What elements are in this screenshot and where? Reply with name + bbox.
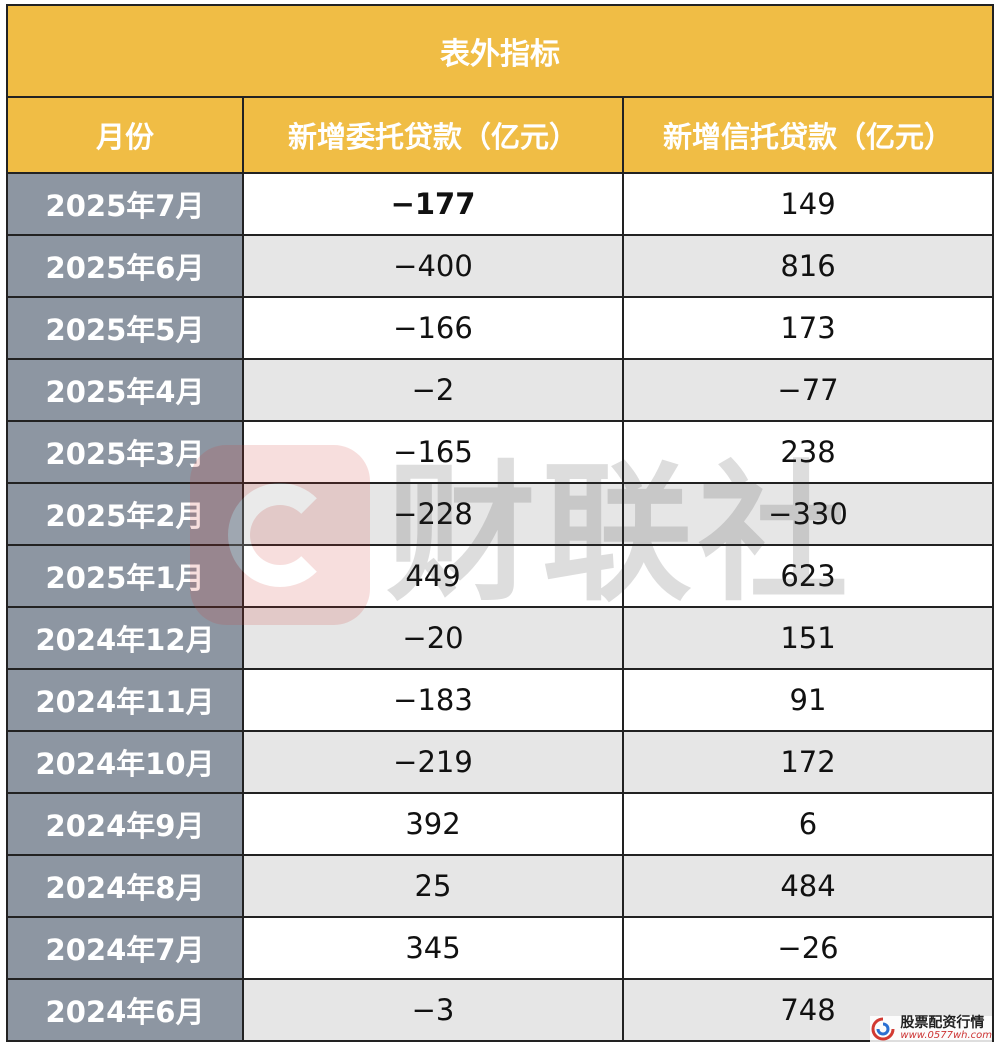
cell-month: 2024年12月 (8, 608, 244, 668)
cell-entrusted-loans: −3 (244, 980, 624, 1040)
table-row: 2025年7月 −177 149 (8, 174, 992, 236)
cell-month: 2024年9月 (8, 794, 244, 854)
cell-trust-loans: 6 (624, 794, 992, 854)
cell-month: 2025年7月 (8, 174, 244, 234)
cell-entrusted-loans: −400 (244, 236, 624, 296)
table-row: 2025年1月 449 623 (8, 546, 992, 608)
cell-trust-loans: −330 (624, 484, 992, 544)
cell-trust-loans: 151 (624, 608, 992, 668)
data-table: 表外指标 月份 新增委托贷款（亿元） 新增信托贷款（亿元） 2025年7月 −17… (6, 4, 994, 1042)
cell-month: 2024年7月 (8, 918, 244, 978)
cell-entrusted-loans: 449 (244, 546, 624, 606)
cell-month: 2024年11月 (8, 670, 244, 730)
cell-month: 2024年8月 (8, 856, 244, 916)
table-row: 2024年12月 −20 151 (8, 608, 992, 670)
cell-month: 2025年4月 (8, 360, 244, 420)
cell-month: 2024年6月 (8, 980, 244, 1040)
cell-trust-loans: 238 (624, 422, 992, 482)
cell-entrusted-loans: −183 (244, 670, 624, 730)
badge-title: 股票配资行情 (900, 1015, 985, 1032)
table-row: 2025年3月 −165 238 (8, 422, 992, 484)
table-row: 2024年8月 25 484 (8, 856, 992, 918)
cell-entrusted-loans: −166 (244, 298, 624, 358)
cell-entrusted-loans: −2 (244, 360, 624, 420)
table-row: 2025年2月 −228 −330 (8, 484, 992, 546)
cell-entrusted-loans: −228 (244, 484, 624, 544)
cell-trust-loans: 484 (624, 856, 992, 916)
table-title: 表外指标 (8, 6, 992, 98)
cell-trust-loans: −77 (624, 360, 992, 420)
cell-entrusted-loans: −177 (244, 174, 624, 234)
cell-month: 2025年5月 (8, 298, 244, 358)
table-row: 2025年4月 −2 −77 (8, 360, 992, 422)
table-row: 2024年6月 −3 748 (8, 980, 992, 1040)
cell-trust-loans: 816 (624, 236, 992, 296)
cell-trust-loans: 748 (624, 980, 992, 1040)
cell-entrusted-loans: 25 (244, 856, 624, 916)
cell-month: 2025年6月 (8, 236, 244, 296)
table-row: 2024年7月 345 −26 (8, 918, 992, 980)
cell-entrusted-loans: 345 (244, 918, 624, 978)
table-row: 2024年10月 −219 172 (8, 732, 992, 794)
header-entrusted-loans: 新增委托贷款（亿元） (244, 98, 624, 172)
cell-entrusted-loans: −165 (244, 422, 624, 482)
badge-url: www.0577wh.com (900, 1030, 992, 1042)
cell-trust-loans: 623 (624, 546, 992, 606)
cell-month: 2025年1月 (8, 546, 244, 606)
table-header-row: 月份 新增委托贷款（亿元） 新增信托贷款（亿元） (8, 98, 992, 174)
table-row: 2025年6月 −400 816 (8, 236, 992, 298)
header-month: 月份 (8, 98, 244, 172)
cell-entrusted-loans: −20 (244, 608, 624, 668)
table-body: 2025年7月 −177 149 2025年6月 −400 816 2025年5月 −166 1… (8, 174, 992, 1040)
cell-month: 2024年10月 (8, 732, 244, 792)
cell-trust-loans: 91 (624, 670, 992, 730)
table-row: 2025年5月 −166 173 (8, 298, 992, 360)
cell-trust-loans: 173 (624, 298, 992, 358)
cell-month: 2025年2月 (8, 484, 244, 544)
source-badge: 股票配资行情 www.0577wh.com (870, 1016, 992, 1042)
swirl-logo-icon (870, 1016, 896, 1042)
cell-entrusted-loans: 392 (244, 794, 624, 854)
header-trust-loans: 新增信托贷款（亿元） (662, 120, 953, 154)
cell-trust-loans: −26 (624, 918, 992, 978)
cell-trust-loans: 172 (624, 732, 992, 792)
table-row: 2024年11月 −183 91 (8, 670, 992, 732)
cell-entrusted-loans: −219 (244, 732, 624, 792)
cell-month: 2025年3月 (8, 422, 244, 482)
cell-trust-loans: 149 (624, 174, 992, 234)
table-row: 2024年9月 392 6 (8, 794, 992, 856)
